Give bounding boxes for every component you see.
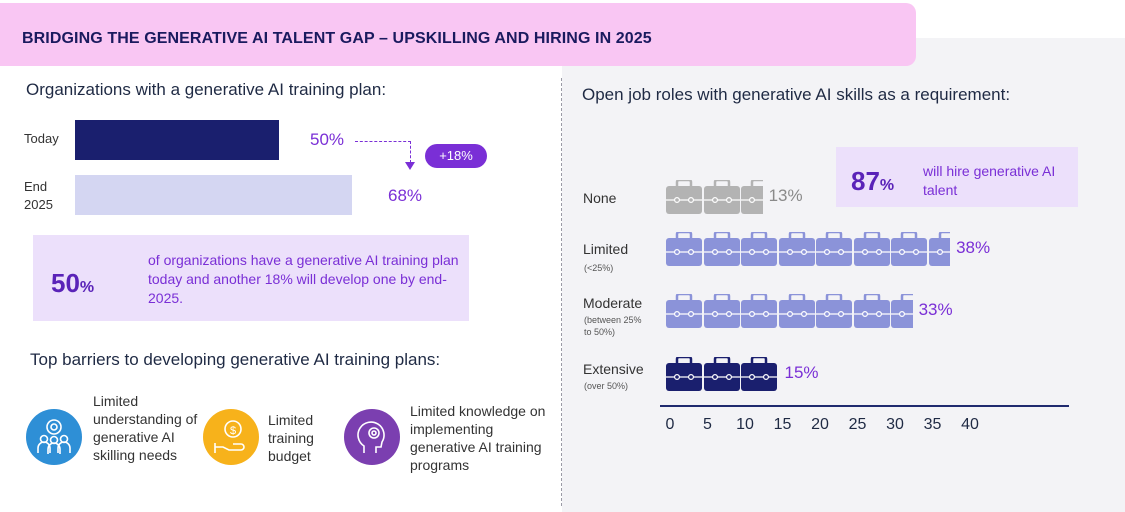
job-roles-category-note-line: (<25%): [584, 263, 614, 273]
change-badge: +18%: [425, 144, 487, 168]
training-bar: [75, 175, 353, 215]
callout-number: 50%: [51, 268, 94, 299]
barrier-understanding-label: Limited understanding of generative AI s…: [93, 393, 198, 463]
training-bar-label: Today: [24, 130, 59, 148]
x-axis-tick-label: 30: [886, 416, 904, 433]
training-bar: [75, 120, 279, 160]
briefcase-icon: [891, 232, 927, 266]
training-bar-label-line: Today: [24, 131, 59, 146]
briefcase-icon: [778, 232, 815, 266]
job-roles-title: Open job roles with generative AI skills…: [582, 85, 1011, 104]
training-bar-value: 68%: [388, 186, 423, 205]
job-roles-category-note-line: to 50%): [584, 327, 616, 337]
briefcase-icon: [816, 294, 852, 328]
hire-number-value: 87: [851, 166, 880, 196]
briefcase-icon: [853, 232, 890, 266]
training-callout: [33, 235, 469, 321]
hire-number: 87%: [851, 166, 894, 197]
page-title: BRIDGING THE GENERATIVE AI TALENT GAP – …: [22, 30, 652, 47]
briefcase-icon: [741, 180, 763, 214]
briefcase-icon: [778, 294, 815, 328]
barrier-budget-badge: $: [203, 409, 259, 465]
briefcase-icon: [741, 294, 777, 328]
briefcase-icon: [666, 357, 702, 391]
training-plan-title: Organizations with a generative AI train…: [26, 80, 387, 99]
job-roles-category: None: [583, 190, 617, 206]
x-axis-tick-label: 35: [923, 416, 942, 433]
hire-text: will hire generative AI talent: [923, 163, 1056, 198]
x-axis-tick-label: 15: [773, 416, 792, 433]
change-arrow-icon: [405, 162, 415, 170]
hire-callout: [836, 147, 1078, 207]
x-axis-tick-label: 20: [811, 416, 829, 433]
job-roles-category-note-line: (over 50%): [584, 381, 629, 391]
barrier-budget-label: Limited training budget: [268, 412, 314, 464]
job-roles-category-note: (<25%): [584, 262, 613, 274]
training-bar-label-line: 2025: [24, 197, 53, 212]
briefcase-icon: [741, 232, 777, 266]
panel-divider: [561, 78, 562, 506]
callout-text: of organizations have a generative AI tr…: [148, 252, 459, 306]
x-axis-tick-label: 25: [848, 416, 867, 433]
briefcase-icon: [891, 294, 913, 328]
job-roles-category-note: (between 25% to 50%): [584, 314, 642, 338]
training-bar-label-line: End: [24, 179, 48, 194]
money-hand-icon: $: [214, 420, 245, 453]
x-axis-tick-label: 40: [961, 416, 979, 433]
job-roles-value: 38%: [956, 238, 991, 257]
job-roles-category: Limited: [583, 241, 629, 257]
briefcase-icon: [703, 357, 740, 391]
briefcase-icon: [703, 294, 740, 328]
briefcase-icon: [666, 232, 702, 266]
job-roles-category: Moderate: [583, 295, 643, 311]
title-banner: BRIDGING THE GENERATIVE AI TALENT GAP – …: [0, 3, 916, 66]
x-axis-line: [660, 405, 1069, 407]
barriers-title: Top barriers to developing generative AI…: [30, 350, 441, 369]
training-bar-label: End 2025: [24, 178, 53, 214]
hire-number-unit: %: [879, 177, 895, 194]
change-connector-vertical: [410, 141, 411, 163]
job-roles-category-note-line: (between 25%: [584, 315, 642, 325]
right-panel: [562, 38, 1125, 512]
change-connector: [355, 141, 411, 142]
barrier-knowledge-label: Limited knowledge on implementing genera…: [410, 403, 546, 473]
job-roles-category: Extensive: [583, 361, 644, 377]
people-gear-icon: [37, 419, 71, 454]
x-axis-tick-label: 10: [736, 416, 754, 433]
briefcase-icon: [853, 294, 890, 328]
callout-number-unit: %: [79, 279, 95, 296]
training-bar-value: 50%: [310, 130, 345, 149]
x-axis-tick-label: 5: [703, 416, 712, 433]
job-roles-value: 33%: [918, 300, 953, 319]
job-roles-value: 13%: [768, 186, 803, 205]
barrier-understanding-badge: [26, 409, 82, 465]
briefcase-icon: [666, 180, 702, 214]
briefcase-icon: [703, 180, 740, 214]
head-gear-icon: [357, 421, 385, 453]
callout-number-value: 50: [51, 268, 80, 298]
briefcase-icon: [666, 294, 702, 328]
svg-text:$: $: [230, 425, 236, 437]
briefcase-icon: [928, 232, 951, 266]
barrier-knowledge-badge: [344, 409, 400, 465]
job-roles-value: 15%: [784, 363, 819, 382]
briefcase-icon: [703, 232, 740, 266]
x-axis-tick-label: 0: [665, 416, 675, 433]
job-roles-category-note: (over 50%): [584, 380, 628, 392]
briefcase-icon: [816, 232, 852, 266]
briefcase-icon: [741, 357, 777, 391]
